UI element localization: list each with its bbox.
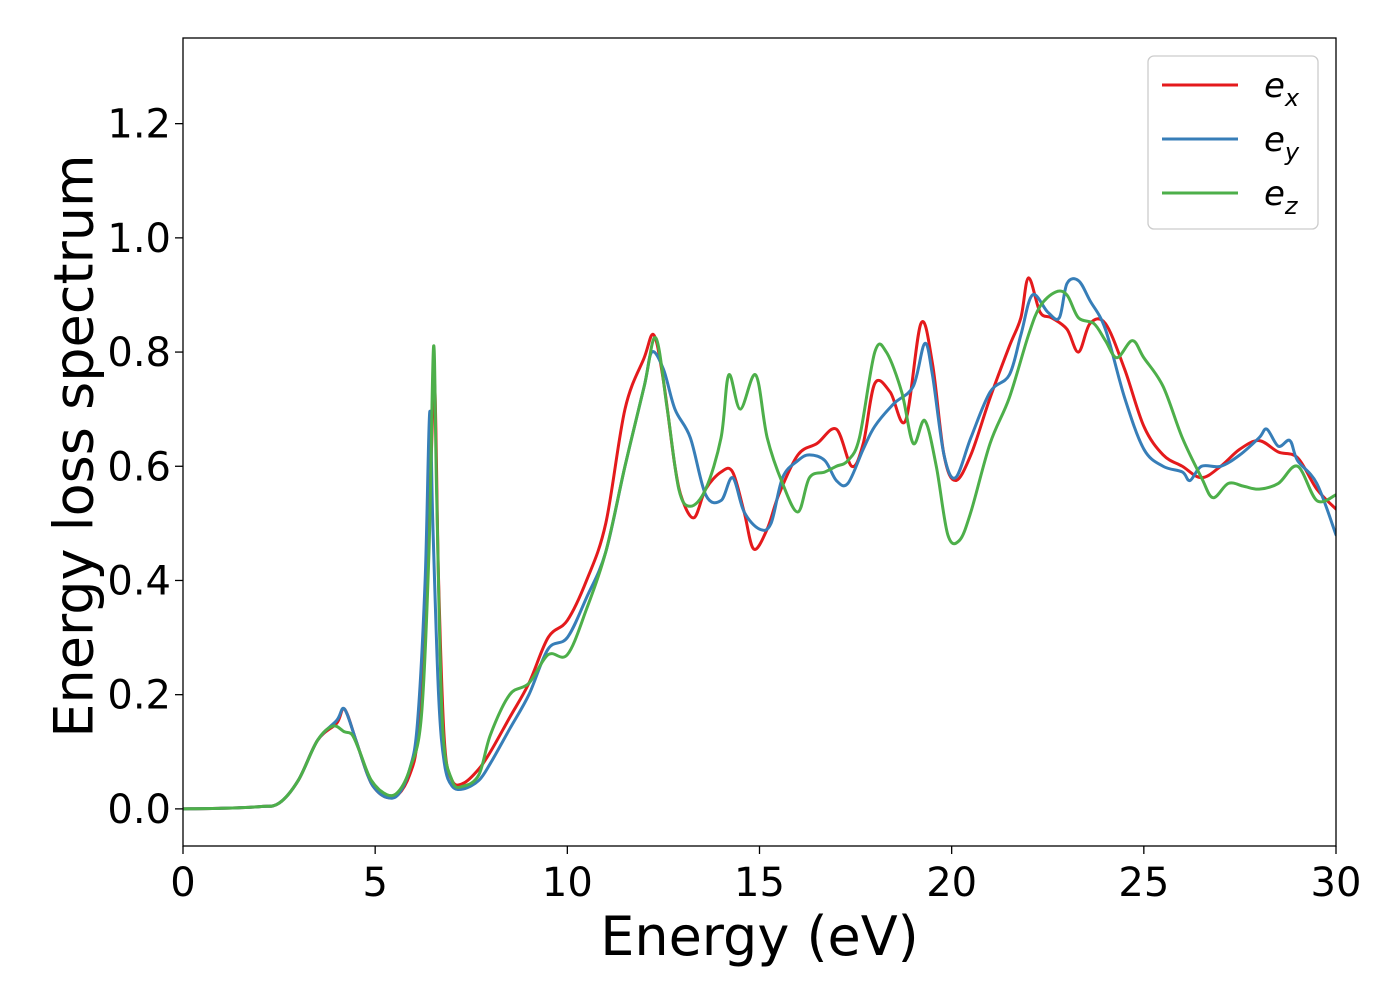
legend-label-x: ex	[1264, 66, 1300, 112]
legend-label-base: e	[1264, 120, 1285, 160]
y-tick-label: 0.2	[107, 673, 171, 719]
x-axis-title: Energy (eV)	[600, 905, 919, 968]
y-tick-label: 0.6	[107, 444, 171, 490]
legend-label-subscript: x	[1284, 84, 1300, 112]
x-tick-label: 15	[734, 860, 785, 906]
y-tick-label: 0.0	[107, 787, 171, 833]
series-line-x	[183, 276, 1336, 811]
y-tick-label: 0.8	[107, 330, 171, 376]
x-tick-label: 20	[926, 860, 977, 906]
y-tick-label: 0.4	[107, 558, 171, 604]
y-tick-label: 1.0	[107, 216, 171, 262]
series-layer	[183, 276, 1336, 811]
legend-label-y: ey	[1264, 120, 1300, 166]
y-axis-title: Energy loss spectrum	[43, 154, 106, 737]
legend-label-z: ez	[1264, 174, 1299, 220]
series-line-z	[183, 289, 1336, 811]
x-tick-label: 0	[170, 860, 195, 906]
series-line-y	[183, 277, 1336, 811]
legend-label-subscript: y	[1284, 138, 1300, 166]
legend-label-subscript: z	[1284, 192, 1299, 220]
ticks-layer: 0 5 10 15 20 25 30 0.0 0.2 0.4 0.6 0.8 1.0 1.2	[107, 102, 1361, 906]
legend-label-base: e	[1264, 66, 1285, 106]
legend-box	[1147, 55, 1319, 230]
legend-label-base: e	[1264, 174, 1285, 214]
x-tick-label: 30	[1311, 860, 1362, 906]
x-tick-label: 25	[1118, 860, 1169, 906]
x-tick-label: 10	[542, 860, 593, 906]
y-tick-label: 1.2	[107, 102, 171, 148]
x-tick-label: 5	[362, 860, 387, 906]
